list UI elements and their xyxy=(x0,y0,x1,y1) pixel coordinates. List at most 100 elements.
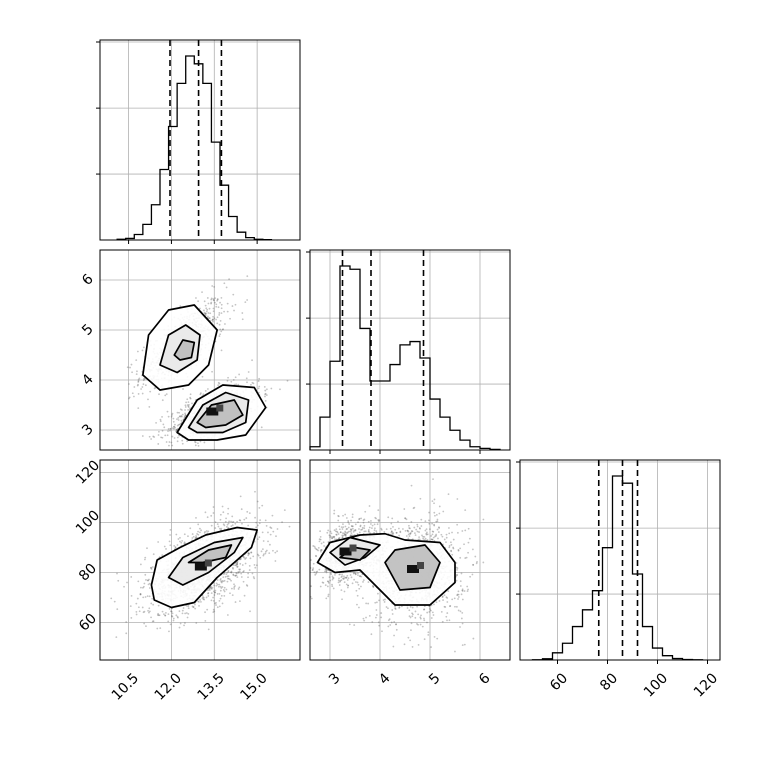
scatter-point xyxy=(233,379,235,381)
scatter-point xyxy=(318,547,320,549)
scatter-point xyxy=(125,632,127,634)
scatter-point xyxy=(142,435,144,437)
scatter-point xyxy=(204,611,206,613)
scatter-point xyxy=(202,376,204,378)
scatter-point xyxy=(240,495,242,497)
scatter-point xyxy=(145,596,147,598)
scatter-point xyxy=(135,611,137,613)
scatter-point xyxy=(232,305,234,307)
scatter-point xyxy=(247,554,249,556)
scatter-point xyxy=(220,330,222,332)
scatter-point xyxy=(181,540,183,542)
scatter-point xyxy=(238,588,240,590)
scatter-point xyxy=(392,613,394,615)
scatter-point xyxy=(211,298,213,300)
scatter-point xyxy=(348,577,350,579)
scatter-point xyxy=(272,515,274,517)
scatter-point xyxy=(136,370,138,372)
scatter-point xyxy=(342,526,344,528)
scatter-point xyxy=(208,628,210,630)
scatter-point xyxy=(205,313,207,315)
scatter-point xyxy=(233,583,235,585)
scatter-point xyxy=(327,595,329,597)
scatter-point xyxy=(375,617,377,619)
scatter-point xyxy=(238,572,240,574)
scatter-point xyxy=(187,613,189,615)
scatter-point xyxy=(249,512,251,514)
scatter-point xyxy=(359,526,361,528)
scatter-point xyxy=(347,531,349,533)
scatter-point xyxy=(235,376,237,378)
scatter-point xyxy=(215,306,217,308)
scatter-point xyxy=(347,520,349,522)
scatter-point xyxy=(167,434,169,436)
scatter-point xyxy=(384,601,386,603)
scatter-point xyxy=(177,440,179,442)
scatter-point xyxy=(217,316,219,318)
scatter-point xyxy=(235,564,237,566)
scatter-point xyxy=(414,532,416,534)
scatter-point xyxy=(114,601,116,603)
scatter-point xyxy=(142,350,144,352)
scatter-point xyxy=(215,604,217,606)
scatter-point xyxy=(339,584,341,586)
scatter-point xyxy=(362,527,364,529)
scatter-point xyxy=(140,564,142,566)
scatter-point xyxy=(468,542,470,544)
scatter-point xyxy=(179,416,181,418)
histogram-step xyxy=(117,56,271,240)
x-tick-label: 60 xyxy=(547,670,571,694)
scatter-point xyxy=(213,609,215,611)
scatter-point xyxy=(350,520,352,522)
scatter-point xyxy=(212,597,214,599)
scatter-point xyxy=(316,571,318,573)
scatter-point xyxy=(312,569,314,571)
scatter-point xyxy=(158,393,160,395)
scatter-point xyxy=(185,402,187,404)
scatter-point xyxy=(230,572,232,574)
scatter-point xyxy=(127,366,129,368)
scatter-point xyxy=(363,530,365,532)
scatter-point xyxy=(462,599,464,601)
scatter-point xyxy=(123,586,125,588)
scatter-point xyxy=(243,581,245,583)
scatter-point xyxy=(211,599,213,601)
scatter-point xyxy=(242,564,244,566)
scatter-point xyxy=(188,404,190,406)
scatter-point xyxy=(338,525,340,527)
scatter-point xyxy=(232,568,234,570)
scatter-point xyxy=(226,589,228,591)
scatter-point xyxy=(339,580,341,582)
scatter-point xyxy=(203,599,205,601)
scatter-point xyxy=(277,528,279,530)
scatter-point xyxy=(292,589,294,591)
scatter-point xyxy=(357,574,359,576)
scatter-point xyxy=(227,311,229,313)
scatter-point xyxy=(132,392,134,394)
scatter-point xyxy=(184,533,186,535)
scatter-point xyxy=(450,541,452,543)
scatter-point xyxy=(244,595,246,597)
scatter-point xyxy=(370,520,372,522)
scatter-point xyxy=(355,523,357,525)
scatter-point xyxy=(419,528,421,530)
scatter-point xyxy=(432,500,434,502)
scatter-point xyxy=(198,605,200,607)
scatter-point xyxy=(197,531,199,533)
scatter-point xyxy=(238,587,240,589)
scatter-point xyxy=(336,534,338,536)
scatter-point xyxy=(367,603,369,605)
scatter-point xyxy=(261,505,263,507)
scatter-point xyxy=(329,576,331,578)
scatter-point xyxy=(243,570,245,572)
scatter-point xyxy=(261,550,263,552)
scatter-point xyxy=(172,613,174,615)
scatter-point xyxy=(138,606,140,608)
scatter-point xyxy=(237,384,239,386)
scatter-point xyxy=(363,579,365,581)
scatter-point xyxy=(207,388,209,390)
scatter-point xyxy=(223,523,225,525)
scatter-point xyxy=(384,599,386,601)
scatter-point xyxy=(153,620,155,622)
scatter-point xyxy=(393,635,395,637)
